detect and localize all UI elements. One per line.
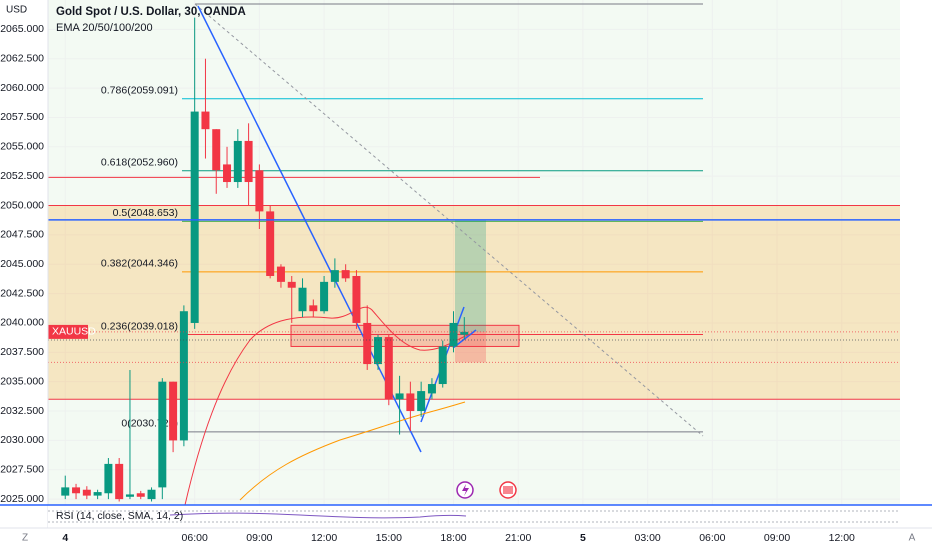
candle-body <box>212 129 221 171</box>
candle-body <box>82 489 91 496</box>
y-tick-label: 2030.000 <box>0 434 44 446</box>
y-tick-label: 2057.500 <box>0 111 44 123</box>
candle-body <box>255 170 264 212</box>
candle-body <box>147 489 156 500</box>
x-tick-label: 5 <box>580 532 586 544</box>
indicator-label: EMA 20/50/100/200 <box>56 22 153 34</box>
candle-body <box>72 487 81 494</box>
trend-line <box>197 5 422 453</box>
y-tick-label: 2025.000 <box>0 493 44 505</box>
x-tick-label: 06:00 <box>182 532 208 544</box>
plot-layer: 0.786(2059.091) 0.618(2052.960) 0.5(2048.6… <box>48 0 900 505</box>
candle-body <box>363 322 372 365</box>
rsi-label: RSI (14, close, SMA, 14, 2) <box>56 510 183 522</box>
corner-button[interactable]: Z <box>22 533 28 544</box>
position-target <box>455 219 486 332</box>
candle-body <box>169 381 178 441</box>
fib-label: 0.5(2048.653) <box>113 207 178 219</box>
x-tick-label: 12:00 <box>829 532 855 544</box>
x-tick-label: 21:00 <box>505 532 531 544</box>
y-tick-label: 2065.000 <box>0 23 44 35</box>
x-tick-label: 09:00 <box>246 532 272 544</box>
candles <box>61 17 469 502</box>
candle-body <box>223 164 232 183</box>
candle-body <box>449 322 458 347</box>
candle-body <box>61 487 70 496</box>
candle-body <box>158 381 167 488</box>
rsi-line <box>169 512 467 519</box>
y-tick-label: 2047.500 <box>0 229 44 241</box>
x-tick-label: 03:00 <box>634 532 660 544</box>
price-axis-labels: 2025.000 2027.500 2030.000 2032.500 2035.000… <box>0 23 44 505</box>
fib-label: 0.382(2044.346) <box>101 258 178 270</box>
symbol-tag-label: XAUUSD <box>52 326 96 338</box>
x-tick-label: 15:00 <box>376 532 402 544</box>
candle-body <box>287 281 296 288</box>
y-tick-label: 2035.000 <box>0 375 44 387</box>
candle-body <box>266 211 275 276</box>
y-tick-label: 2040.000 <box>0 317 44 329</box>
candle-body <box>395 393 404 400</box>
candle-body <box>201 111 210 130</box>
candle-body <box>320 281 329 312</box>
y-tick-label: 2032.500 <box>0 405 44 417</box>
y-tick-label: 2060.000 <box>0 82 44 94</box>
candle-body <box>104 463 113 494</box>
y-tick-label: 2052.500 <box>0 170 44 182</box>
candle-body <box>406 393 415 412</box>
x-tick-label: 4 <box>62 532 68 544</box>
candle-body <box>417 391 426 412</box>
x-tick-label: 06:00 <box>699 532 725 544</box>
y-tick-label: 2050.000 <box>0 199 44 211</box>
candle-body <box>190 111 199 323</box>
fib-label: 0.618(2052.960) <box>101 157 178 169</box>
candle-body <box>427 384 436 394</box>
candle-body <box>136 493 145 497</box>
candle-body <box>233 140 242 183</box>
candle-body <box>179 311 188 441</box>
candle-body <box>330 270 339 282</box>
position-stop <box>455 331 486 363</box>
candle-body <box>341 270 350 279</box>
x-tick-label: 09:00 <box>764 532 790 544</box>
candle-body <box>115 463 124 500</box>
y-tick-label: 2062.500 <box>0 53 44 65</box>
y-tick-label: 2027.500 <box>0 464 44 476</box>
candle-body <box>460 331 469 335</box>
x-tick-label: 18:00 <box>440 532 466 544</box>
fib-label: 0.786(2059.091) <box>101 85 178 97</box>
corner-button[interactable]: A <box>909 533 916 544</box>
y-tick-label: 2042.500 <box>0 287 44 299</box>
event-icon-glyph <box>503 486 513 494</box>
fib-label: 0.236(2039.018) <box>101 320 178 332</box>
plot-background <box>48 0 900 505</box>
candle-body <box>93 492 102 496</box>
candle-body <box>352 275 361 323</box>
candle-body <box>374 337 383 365</box>
y-tick-label: 2045.000 <box>0 258 44 270</box>
currency-label: USD <box>6 5 27 16</box>
y-tick-label: 2055.000 <box>0 141 44 153</box>
zone <box>48 205 900 400</box>
ema-line <box>184 306 471 505</box>
event-icon-glyph <box>462 484 469 496</box>
time-axis: 4 06:00 09:00 12:00 15:00 18:00 21:00 5 03:00 06:… <box>62 532 855 544</box>
candle-body <box>384 337 393 400</box>
candle-body <box>244 140 253 183</box>
candle-body <box>125 494 134 497</box>
x-tick-label: 12:00 <box>311 532 337 544</box>
y-tick-label: 2037.500 <box>0 346 44 358</box>
price-axis <box>0 0 48 505</box>
candle-body <box>309 305 318 312</box>
chart-title: Gold Spot / U.S. Dollar, 30, OANDA <box>56 6 246 18</box>
candle-body <box>298 287 307 312</box>
candle-body <box>276 266 285 282</box>
symbol-tag <box>48 324 88 339</box>
ema-line <box>239 401 466 501</box>
candle-body <box>438 346 447 385</box>
